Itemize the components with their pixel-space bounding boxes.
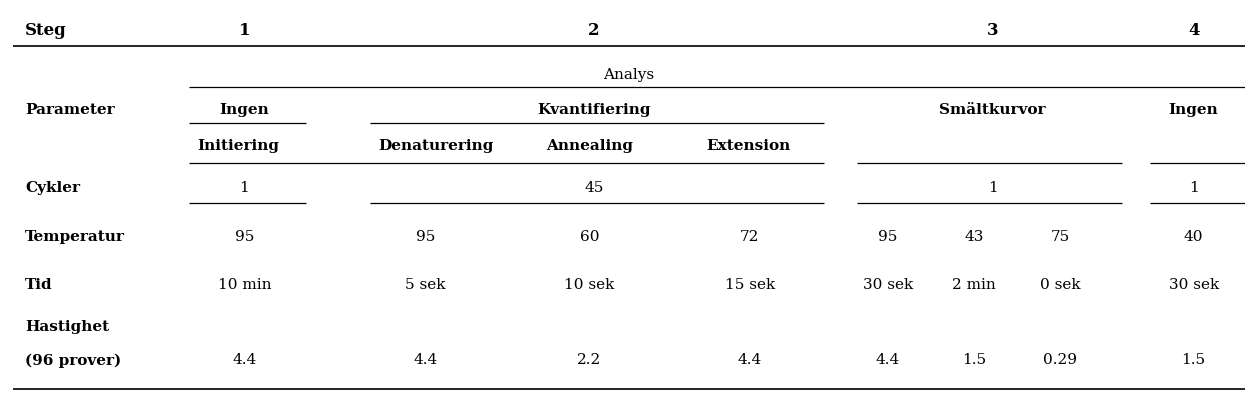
Text: Smältkurvor: Smältkurvor [940,103,1045,117]
Text: 4.4: 4.4 [737,353,762,367]
Text: 1.5: 1.5 [962,353,986,367]
Text: Ingen: Ingen [1169,103,1219,117]
Text: 0.29: 0.29 [1043,353,1078,367]
Text: 3: 3 [986,22,999,39]
Text: Hastighet: Hastighet [25,320,109,334]
Text: 43: 43 [965,230,984,244]
Text: Denaturering: Denaturering [379,139,494,153]
Text: 1: 1 [239,22,250,39]
Text: Steg: Steg [25,22,67,39]
Text: 2.2: 2.2 [577,353,601,367]
Text: Initiering: Initiering [198,139,279,153]
Text: 4.4: 4.4 [233,353,257,367]
Text: Annealing: Annealing [546,139,633,153]
Text: 4: 4 [1188,22,1199,39]
Text: 95: 95 [416,230,435,244]
Text: 72: 72 [740,230,760,244]
Text: Ingen: Ingen [219,103,269,117]
Text: 4.4: 4.4 [876,353,899,367]
Text: Temperatur: Temperatur [25,230,125,244]
Text: 15 sek: 15 sek [725,278,775,292]
Text: 45: 45 [584,181,604,195]
Text: Kvantifiering: Kvantifiering [537,103,650,117]
Text: 95: 95 [235,230,254,244]
Text: 1.5: 1.5 [1181,353,1205,367]
Text: Tid: Tid [25,278,53,292]
Text: Parameter: Parameter [25,103,114,117]
Text: 40: 40 [1184,230,1204,244]
Text: Cykler: Cykler [25,181,81,195]
Text: Analys: Analys [604,68,654,81]
Text: (96 prover): (96 prover) [25,353,121,368]
Text: 10 min: 10 min [218,278,272,292]
Text: 2 min: 2 min [952,278,996,292]
Text: 1: 1 [239,181,249,195]
Text: 10 sek: 10 sek [565,278,615,292]
Text: 4.4: 4.4 [414,353,438,367]
Text: 30 sek: 30 sek [1169,278,1219,292]
Text: 30 sek: 30 sek [863,278,913,292]
Text: Extension: Extension [707,139,791,153]
Text: 75: 75 [1050,230,1071,244]
Text: 60: 60 [580,230,599,244]
Text: 0 sek: 0 sek [1040,278,1081,292]
Text: 1: 1 [988,181,998,195]
Text: 5 sek: 5 sek [405,278,445,292]
Text: 1: 1 [1189,181,1199,195]
Text: 95: 95 [878,230,898,244]
Text: 2: 2 [587,22,600,39]
